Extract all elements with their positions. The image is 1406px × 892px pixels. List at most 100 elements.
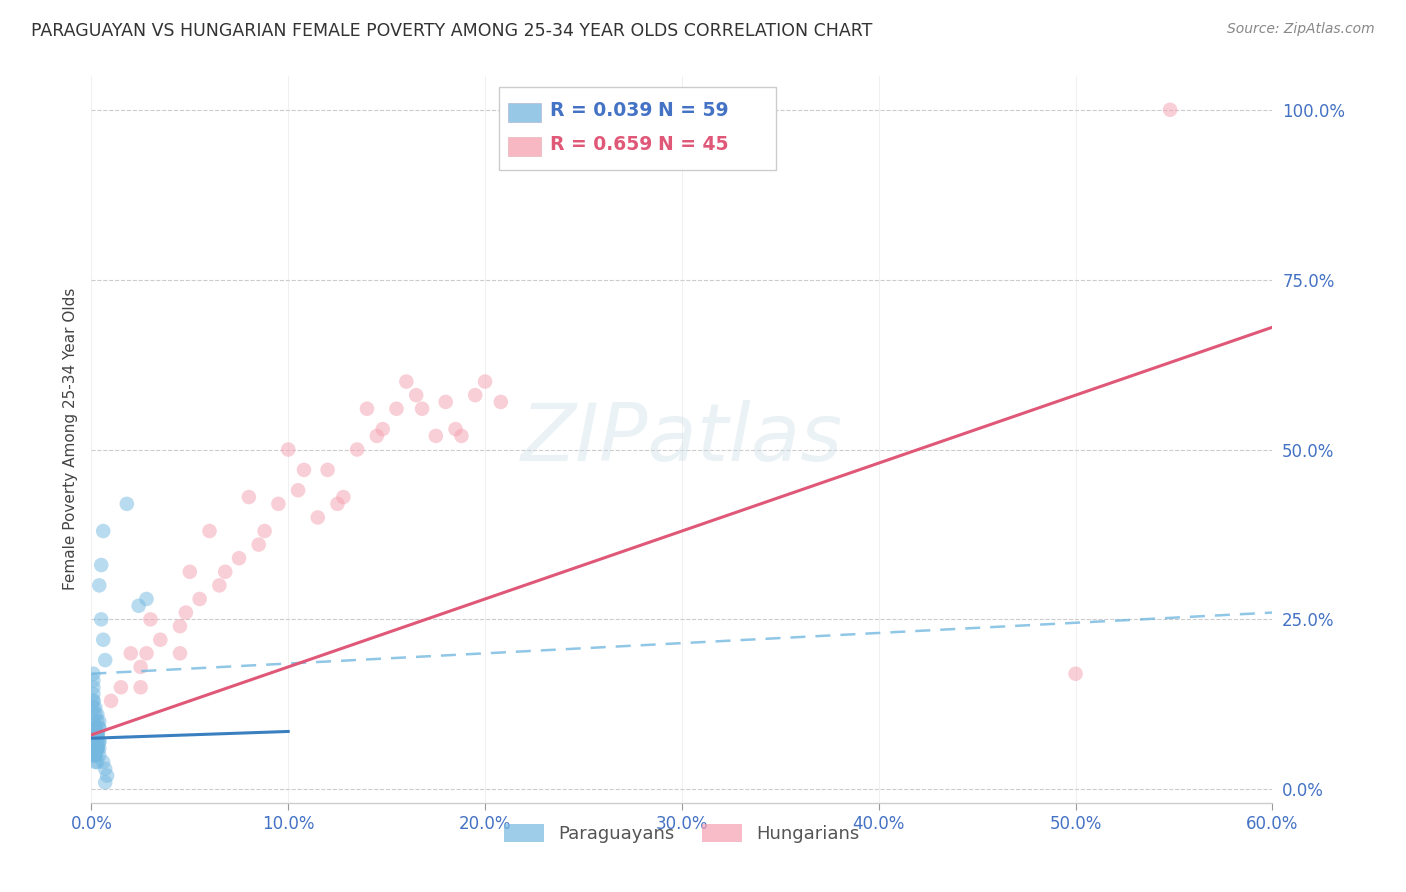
Point [444,422,467,436]
Point [149,632,172,647]
Point [405,388,427,402]
Point [86,728,108,742]
Point [86,728,108,742]
Point [84,728,107,742]
Point [84,755,107,769]
Point [292,463,315,477]
Point [82,748,104,763]
Point [385,401,408,416]
Point [89,714,111,729]
Point [247,538,270,552]
Point [356,401,378,416]
Point [82,700,104,714]
Point [228,551,250,566]
Point [86,728,108,742]
Point [90,612,112,626]
Point [86,741,108,756]
Point [371,422,394,436]
Point [326,497,349,511]
Point [84,734,107,748]
Text: R = 0.659: R = 0.659 [550,136,652,154]
FancyBboxPatch shape [499,87,776,170]
Text: N = 59: N = 59 [658,101,728,120]
Point [1159,103,1181,117]
Point [1064,666,1087,681]
Point [208,578,231,592]
Point [94,775,117,789]
Point [89,721,111,735]
Point [82,741,104,756]
Point [89,734,111,748]
Point [91,524,114,538]
Text: Source: ZipAtlas.com: Source: ZipAtlas.com [1227,22,1375,37]
Point [253,524,276,538]
Point [277,442,299,457]
Point [90,558,112,572]
Point [86,741,108,756]
Point [287,483,309,498]
Point [84,728,107,742]
Text: ZIPatlas: ZIPatlas [520,401,844,478]
Point [86,741,108,756]
Point [214,565,236,579]
Point [238,490,260,504]
Text: R = 0.039: R = 0.039 [550,101,652,120]
Point [84,748,107,763]
Point [82,666,104,681]
Point [316,463,339,477]
Point [411,401,433,416]
Point [346,442,368,457]
Point [84,721,107,735]
Point [84,707,107,722]
Point [128,599,150,613]
Point [94,762,117,776]
Point [86,755,108,769]
Point [267,497,290,511]
Point [86,728,108,742]
Point [84,734,107,748]
Point [198,524,221,538]
Point [82,681,104,695]
Point [129,681,152,695]
FancyBboxPatch shape [509,136,541,156]
Point [84,721,107,735]
Point [89,578,111,592]
Point [425,429,447,443]
Point [82,694,104,708]
Point [489,395,512,409]
Point [174,606,197,620]
Point [84,721,107,735]
Point [82,673,104,688]
Legend: Paraguayans, Hungarians: Paraguayans, Hungarians [498,817,866,850]
Point [307,510,329,524]
Point [86,734,108,748]
Point [188,591,211,606]
FancyBboxPatch shape [509,103,541,121]
Point [84,741,107,756]
Point [91,755,114,769]
Point [82,694,104,708]
Point [91,632,114,647]
Point [84,748,107,763]
Point [129,660,152,674]
Point [86,714,108,729]
Point [84,700,107,714]
Point [434,395,457,409]
Text: N = 45: N = 45 [658,136,728,154]
Point [82,687,104,701]
Point [86,707,108,722]
Point [89,748,111,763]
Point [169,619,191,633]
Point [169,646,191,660]
Point [100,694,122,708]
Point [86,741,108,756]
Point [89,741,111,756]
Point [332,490,354,504]
Y-axis label: Female Poverty Among 25-34 Year Olds: Female Poverty Among 25-34 Year Olds [62,288,77,591]
Point [135,591,157,606]
Point [395,375,418,389]
Point [474,375,496,389]
Point [120,646,142,660]
Point [84,741,107,756]
Point [464,388,486,402]
